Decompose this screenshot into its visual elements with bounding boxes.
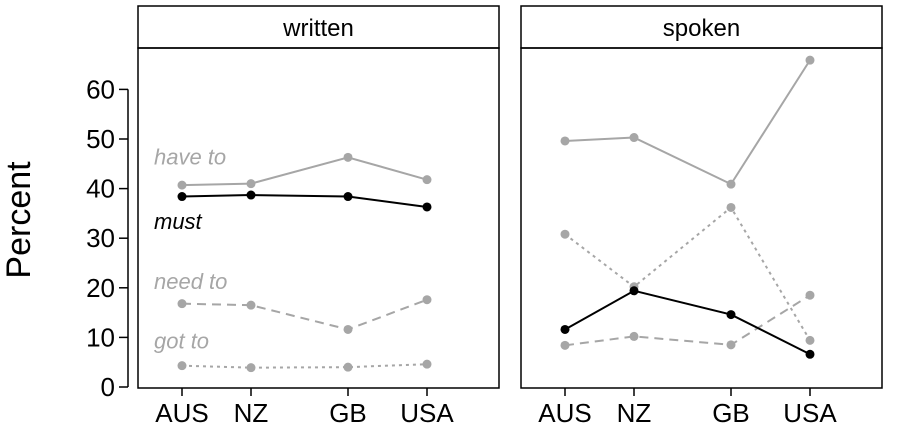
x-tick-label: AUS [538, 398, 591, 428]
x-tick-label: USA [783, 398, 837, 428]
series-line [564, 59, 811, 186]
strip-label: written [282, 15, 354, 42]
data-point [726, 179, 736, 189]
data-point [629, 331, 639, 341]
panel-frame [520, 47, 883, 389]
data-point [805, 349, 815, 359]
data-point [726, 202, 736, 212]
panel-frame [137, 47, 500, 389]
series-line [564, 289, 811, 356]
x-tick-label: AUS [155, 398, 208, 428]
series-line [181, 298, 428, 331]
data-point [177, 299, 187, 309]
y-tick-label: 10 [86, 322, 115, 352]
y-tick-label: 30 [86, 223, 115, 253]
y-tick-label: 60 [86, 74, 115, 104]
data-point [805, 335, 815, 345]
series-line [181, 363, 428, 369]
y-tick-label: 20 [86, 273, 115, 303]
x-tick-label: GB [329, 398, 367, 428]
data-point [177, 192, 187, 202]
x-tick-label: NZ [617, 398, 652, 428]
x-tick-label: USA [400, 398, 454, 428]
data-point [343, 192, 353, 202]
y-tick-label: 0 [101, 372, 115, 402]
series-line [564, 205, 811, 341]
data-point [246, 179, 256, 189]
data-point [726, 340, 736, 350]
data-point [246, 300, 256, 310]
data-point [560, 229, 570, 239]
y-tick-label: 40 [86, 174, 115, 204]
data-point [560, 136, 570, 146]
data-point [422, 295, 432, 305]
data-point [629, 133, 639, 143]
data-point [422, 359, 432, 369]
data-point [246, 190, 256, 200]
data-point [805, 55, 815, 65]
y-tick-label: 50 [86, 124, 115, 154]
data-point [177, 361, 187, 371]
data-point [422, 175, 432, 185]
data-point [805, 290, 815, 300]
data-point [726, 310, 736, 320]
series-line [181, 194, 428, 208]
series-label: got to [154, 328, 209, 353]
data-point [246, 363, 256, 373]
x-tick-label: GB [712, 398, 750, 428]
strip-label: spoken [663, 15, 740, 42]
data-point [343, 324, 353, 334]
panel-strip [137, 5, 500, 49]
series-label: have to [154, 144, 226, 169]
series-label: must [154, 209, 203, 234]
series-line [564, 294, 811, 347]
data-point [343, 362, 353, 372]
data-point [560, 324, 570, 334]
y-axis-label: Percent [0, 161, 38, 279]
data-point [177, 180, 187, 190]
data-point [629, 286, 639, 296]
series-line [181, 156, 428, 187]
series-label: need to [154, 269, 227, 294]
x-tick-label: NZ [234, 398, 269, 428]
data-point [560, 340, 570, 350]
data-point [422, 202, 432, 212]
data-point [343, 152, 353, 162]
